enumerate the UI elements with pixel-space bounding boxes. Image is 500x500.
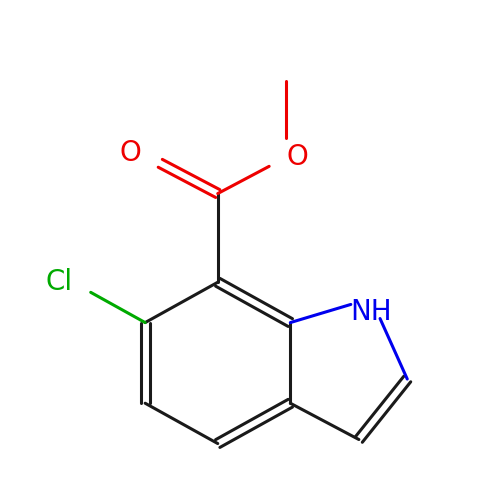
Text: NH: NH — [350, 298, 392, 326]
Text: O: O — [120, 139, 141, 167]
Text: Cl: Cl — [46, 268, 72, 296]
Text: O: O — [286, 144, 308, 172]
